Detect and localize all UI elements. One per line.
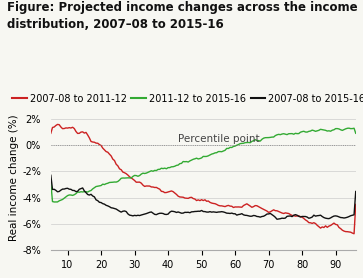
2007-08 to 2011-12 bbox=[204, 200, 209, 203]
2011-12 to 2015-16 bbox=[50, 200, 55, 203]
2007-08 to 2015-16 bbox=[275, 218, 279, 221]
2011-12 to 2015-16 bbox=[54, 200, 58, 204]
2007-08 to 2015-16 bbox=[354, 190, 358, 193]
2007-08 to 2015-16 bbox=[50, 188, 55, 191]
2011-12 to 2015-16 bbox=[204, 155, 209, 158]
2007-08 to 2011-12 bbox=[354, 203, 358, 206]
Y-axis label: Real income change (%): Real income change (%) bbox=[9, 115, 20, 241]
2011-12 to 2015-16 bbox=[49, 181, 53, 185]
2011-12 to 2015-16 bbox=[90, 187, 95, 190]
2007-08 to 2015-16 bbox=[144, 212, 148, 215]
2011-12 to 2015-16 bbox=[354, 131, 358, 135]
2007-08 to 2011-12 bbox=[181, 195, 185, 199]
Text: distribution, 2007–08 to 2015-16: distribution, 2007–08 to 2015-16 bbox=[7, 18, 224, 31]
Line: 2007-08 to 2011-12: 2007-08 to 2011-12 bbox=[51, 125, 356, 234]
2007-08 to 2015-16 bbox=[89, 193, 93, 196]
2007-08 to 2011-12 bbox=[146, 184, 150, 188]
Text: Figure: Projected income changes across the income: Figure: Projected income changes across … bbox=[7, 1, 358, 14]
Text: Percentile point: Percentile point bbox=[178, 134, 260, 144]
Line: 2007-08 to 2015-16: 2007-08 to 2015-16 bbox=[51, 175, 356, 219]
2007-08 to 2015-16 bbox=[95, 199, 100, 202]
Legend: 2007-08 to 2011-12, 2011-12 to 2015-16, 2007-08 to 2015-16: 2007-08 to 2011-12, 2011-12 to 2015-16, … bbox=[12, 94, 363, 104]
2007-08 to 2015-16 bbox=[179, 212, 184, 215]
2007-08 to 2011-12 bbox=[352, 232, 356, 235]
2007-08 to 2015-16 bbox=[203, 210, 207, 213]
2007-08 to 2011-12 bbox=[50, 126, 55, 129]
2007-08 to 2011-12 bbox=[97, 143, 102, 146]
Line: 2011-12 to 2015-16: 2011-12 to 2015-16 bbox=[51, 128, 356, 202]
2007-08 to 2011-12 bbox=[55, 123, 60, 126]
2011-12 to 2015-16 bbox=[97, 184, 102, 187]
2007-08 to 2011-12 bbox=[49, 131, 53, 135]
2011-12 to 2015-16 bbox=[347, 126, 351, 130]
2007-08 to 2015-16 bbox=[49, 173, 53, 177]
2011-12 to 2015-16 bbox=[181, 160, 185, 163]
2011-12 to 2015-16 bbox=[146, 171, 150, 174]
2007-08 to 2011-12 bbox=[90, 140, 95, 144]
